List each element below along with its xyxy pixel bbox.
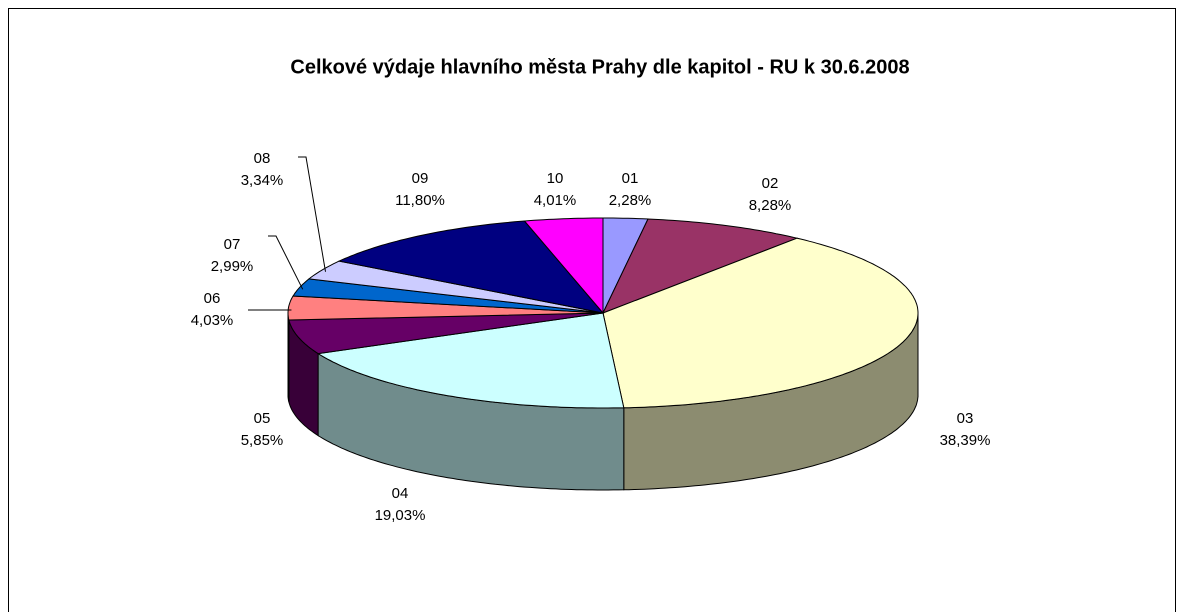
slice-value-label: 8,28% [749, 197, 792, 214]
slice-value-label: 5,85% [241, 432, 284, 449]
slice-value-label: 2,99% [211, 258, 254, 275]
slice [337, 220, 605, 314]
slice-value-label: 19,03% [375, 507, 426, 524]
slice-label: 09 [412, 170, 429, 187]
slice-label: 03 [957, 410, 974, 427]
slice-value-label: 11,80% [395, 192, 445, 209]
slice-label: 02 [762, 175, 779, 192]
slice [602, 218, 799, 314]
slice-label: 01 [622, 170, 639, 187]
slice-label: 07 [224, 236, 241, 253]
slice [288, 312, 604, 355]
slice-side [287, 313, 290, 403]
slice [287, 295, 604, 321]
slice [602, 237, 919, 409]
slice [316, 312, 625, 409]
slice-value-label: 38,39% [940, 432, 991, 449]
slice-value-label: 2,28% [609, 192, 652, 209]
slice-value-label: 4,03% [191, 312, 234, 329]
leader-line [268, 235, 304, 290]
slice-label: 06 [204, 290, 221, 307]
slice-label: 08 [254, 150, 271, 167]
slice-label: 05 [254, 410, 271, 427]
slice-label: 04 [392, 485, 409, 502]
slice-value-label: 3,34% [241, 172, 284, 189]
chart-title: Celkové výdaje hlavního města Prahy dle … [290, 56, 909, 78]
leader-line [298, 156, 327, 272]
slice [307, 260, 604, 314]
slice-label: 10 [547, 170, 564, 187]
slice [523, 217, 604, 315]
slice-value-label: 4,01% [534, 192, 577, 209]
